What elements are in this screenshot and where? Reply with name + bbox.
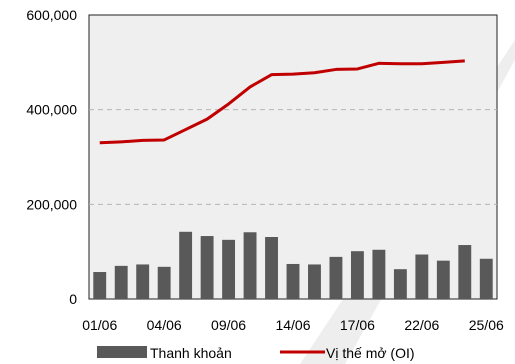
- y-tick-label: 600,000: [26, 7, 77, 23]
- bar: [157, 266, 171, 299]
- y-axis-ticks: 0 200,000 400,000 600,000: [26, 7, 77, 307]
- bar: [415, 254, 429, 299]
- bar: [308, 264, 321, 299]
- bar: [243, 232, 257, 299]
- x-tick-label: 09/06: [211, 317, 246, 333]
- x-tick-label: 25/06: [469, 317, 504, 333]
- bar: [458, 245, 472, 299]
- x-axis-ticks: 01/06 04/06 09/06 14/06 17/06 22/06 25/06: [82, 317, 504, 333]
- legend-bar-label: Thanh khoản: [150, 345, 232, 361]
- x-tick-label: 04/06: [147, 317, 182, 333]
- bar: [200, 236, 214, 299]
- legend: Thanh khoản Vị thế mở (OI): [97, 345, 415, 361]
- x-tick-label: 01/06: [82, 317, 117, 333]
- y-tick-label: 400,000: [26, 102, 77, 118]
- legend-line-label: Vị thế mở (OI): [326, 345, 415, 361]
- x-tick-label: 14/06: [275, 317, 310, 333]
- bar: [393, 269, 407, 299]
- bar: [372, 249, 386, 299]
- x-tick-label: 22/06: [404, 317, 439, 333]
- x-tick-label: 17/06: [340, 317, 375, 333]
- bar: [222, 239, 236, 299]
- bar: [479, 258, 493, 299]
- liquidity-bars: [93, 231, 493, 299]
- bar: [114, 265, 128, 299]
- bar: [93, 272, 107, 299]
- bar: [329, 256, 343, 299]
- oi-line: [99, 59, 465, 145]
- y-tick-label: 200,000: [26, 196, 77, 212]
- bar: [136, 264, 150, 299]
- plot-area: [88, 14, 498, 300]
- bar: [286, 263, 300, 299]
- bar: [350, 251, 364, 299]
- bar: [179, 231, 193, 299]
- bar: [436, 260, 450, 299]
- legend-bar-swatch: [97, 346, 147, 358]
- y-tick-label: 0: [69, 291, 77, 307]
- bar: [265, 236, 278, 299]
- gridlines: [89, 109, 497, 205]
